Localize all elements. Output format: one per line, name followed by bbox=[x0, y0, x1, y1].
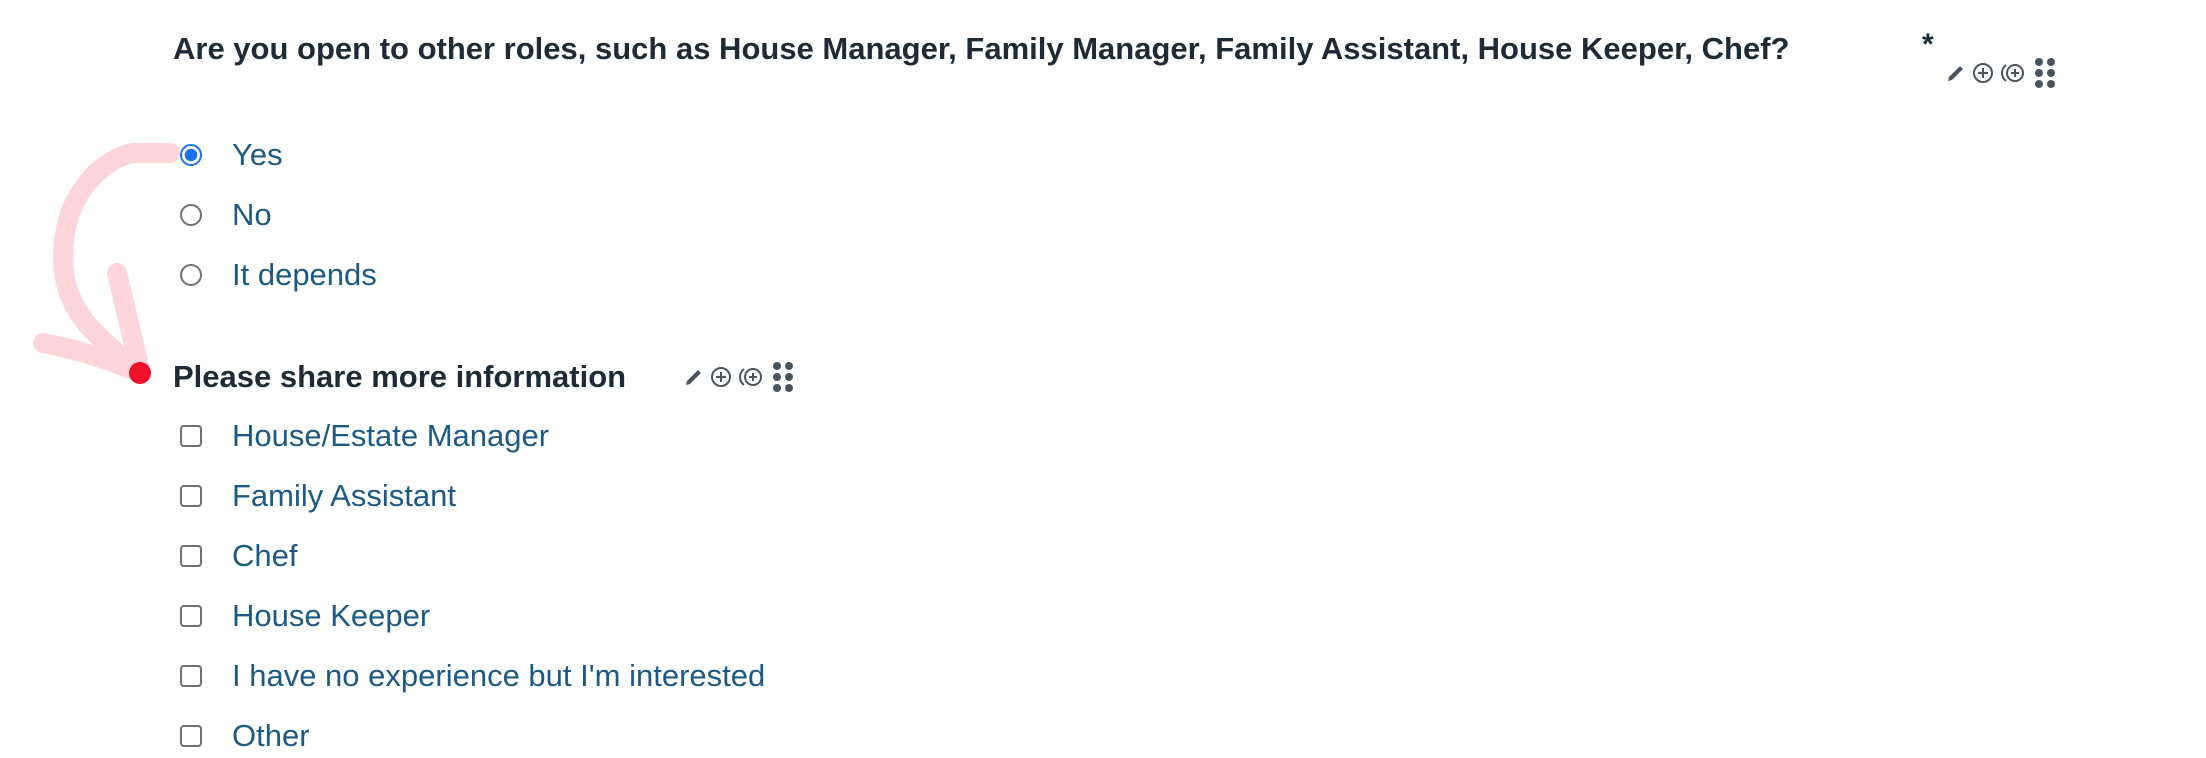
radio-button[interactable] bbox=[180, 264, 202, 286]
checkbox[interactable] bbox=[180, 605, 202, 627]
question-title: Are you open to other roles, such as Hou… bbox=[173, 31, 1790, 66]
option-label: House/Estate Manager bbox=[232, 418, 550, 453]
add-branch-icon[interactable] bbox=[2000, 62, 2026, 84]
drag-handle-icon[interactable] bbox=[770, 360, 796, 394]
option-label: I have no experience but I'm interested bbox=[232, 658, 766, 693]
checkbox[interactable] bbox=[180, 665, 202, 687]
checkbox-option[interactable]: Family Assistant bbox=[180, 476, 456, 516]
radio-option-yes[interactable]: Yes bbox=[180, 135, 283, 175]
option-label: Chef bbox=[232, 538, 298, 573]
option-label: It depends bbox=[232, 257, 377, 292]
checkbox[interactable] bbox=[180, 545, 202, 567]
option-label: Other bbox=[232, 718, 310, 753]
add-branch-icon[interactable] bbox=[738, 366, 764, 388]
question-title: Please share more information bbox=[173, 359, 627, 394]
annotation-dot bbox=[129, 362, 151, 384]
checkbox-option[interactable]: I have no experience but I'm interested bbox=[180, 656, 765, 696]
checkbox-option[interactable]: Chef bbox=[180, 536, 297, 576]
radio-option-it-depends[interactable]: It depends bbox=[180, 255, 377, 295]
pencil-icon[interactable] bbox=[1946, 63, 1966, 83]
option-label: No bbox=[232, 197, 272, 232]
radio-option-no[interactable]: No bbox=[180, 195, 272, 235]
radio-button[interactable] bbox=[180, 144, 202, 166]
question-toolbar bbox=[684, 360, 796, 394]
checkbox-option[interactable]: House/Estate Manager bbox=[180, 416, 549, 456]
radio-button[interactable] bbox=[180, 204, 202, 226]
pencil-icon[interactable] bbox=[684, 367, 704, 387]
add-circle-icon[interactable] bbox=[1972, 62, 1994, 84]
option-label: Family Assistant bbox=[232, 478, 456, 513]
question-toolbar bbox=[1946, 56, 2058, 90]
checkbox[interactable] bbox=[180, 725, 202, 747]
option-label: House Keeper bbox=[232, 598, 431, 633]
required-marker: * bbox=[1922, 28, 1934, 61]
checkbox[interactable] bbox=[180, 485, 202, 507]
checkbox-option[interactable]: House Keeper bbox=[180, 596, 430, 636]
option-label: Yes bbox=[232, 137, 283, 172]
add-circle-icon[interactable] bbox=[710, 366, 732, 388]
drag-handle-icon[interactable] bbox=[2032, 56, 2058, 90]
checkbox-option[interactable]: Other bbox=[180, 716, 310, 756]
checkbox[interactable] bbox=[180, 425, 202, 447]
